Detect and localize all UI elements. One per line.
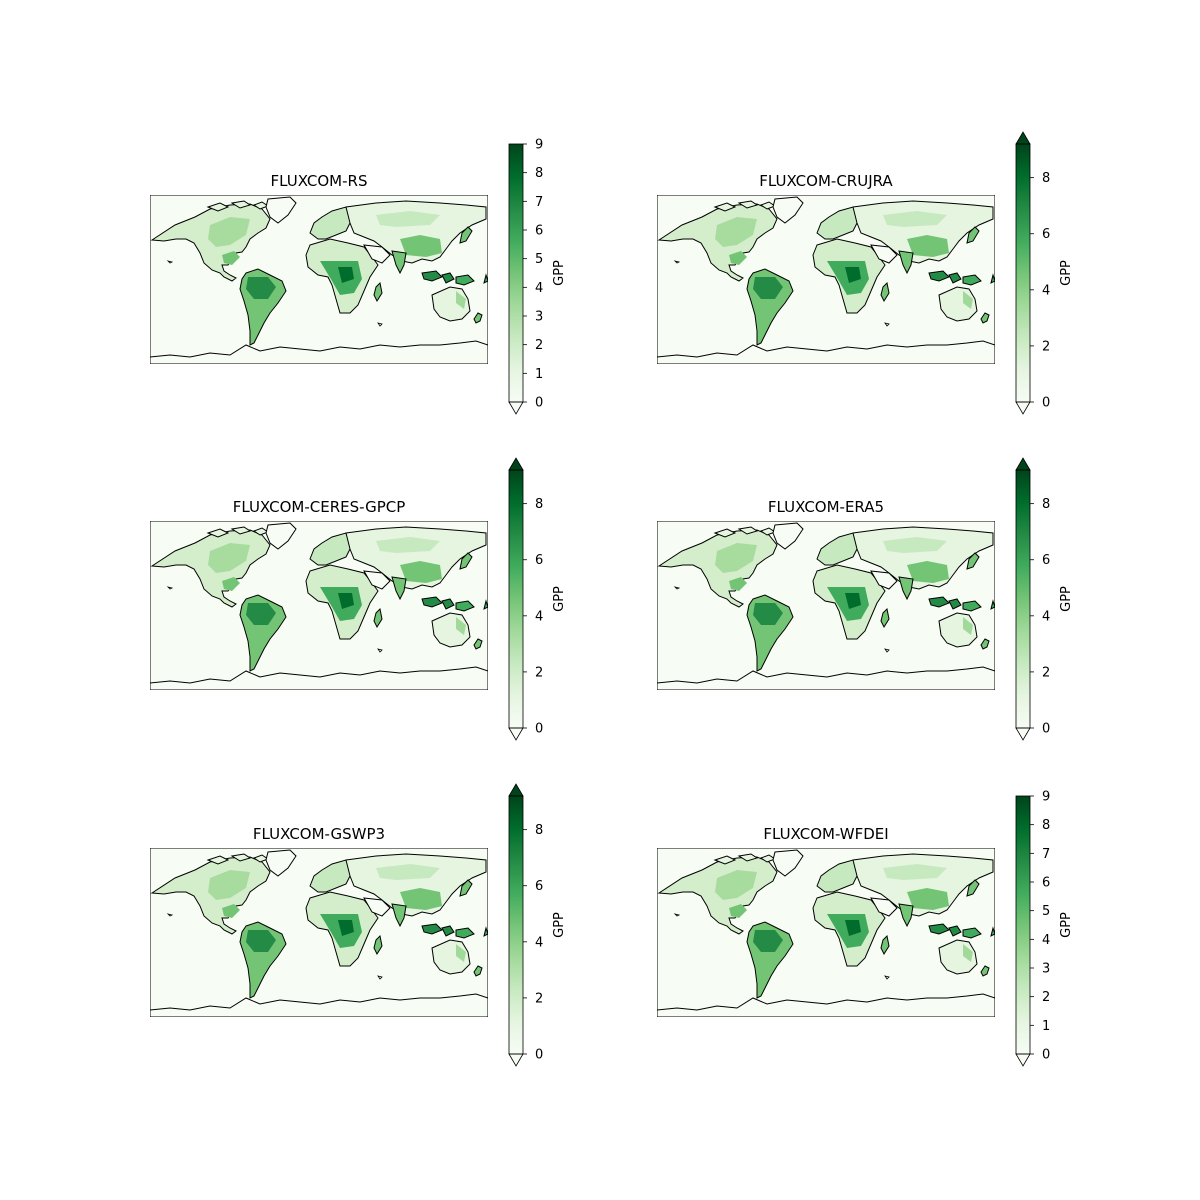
colorbar-min-arrow	[1015, 401, 1031, 415]
map-panel-fluxcom-crujra: FLUXCOM-CRUJRA	[657, 172, 995, 364]
colorbar-tick-label: 4	[535, 609, 543, 624]
colorbar-max-arrow	[1015, 131, 1031, 145]
colorbar-tick-label: 5	[535, 252, 543, 267]
colorbar-tick-label: 2	[1042, 990, 1050, 1005]
colorbar-tick-label: 8	[1042, 497, 1050, 512]
colorbar-label: GPP	[1059, 260, 1074, 286]
colorbar-tick-label: 2	[535, 338, 543, 353]
colorbar-fill	[509, 796, 523, 1054]
colorbar: 0 2 4 6 8 GPP	[1015, 457, 1074, 741]
world-map	[150, 195, 488, 364]
colorbar: 0 2 4 6 8 GPP	[508, 783, 567, 1067]
colorbar-tick-label: 1	[535, 367, 543, 382]
colorbar-tick-label: 6	[535, 879, 543, 894]
colorbar-fill	[1016, 470, 1030, 728]
colorbar-tick-label: 4	[1042, 609, 1050, 624]
colorbar-tick-label: 7	[1042, 847, 1050, 862]
colorbar-tick-label: 8	[1042, 818, 1050, 833]
colorbar-tick-label: 0	[535, 396, 543, 411]
colorbar-max-arrow	[508, 783, 524, 797]
colorbar-min-arrow	[1015, 727, 1031, 741]
colorbar-min-arrow	[508, 727, 524, 741]
colorbar-tick-label: 4	[1042, 933, 1050, 948]
world-map	[657, 848, 995, 1017]
panel-title: FLUXCOM-ERA5	[768, 498, 884, 516]
colorbar-fill	[1016, 144, 1030, 402]
colorbar: 0 2 4 6 8 GPP	[508, 457, 567, 741]
colorbar-frame	[1015, 795, 1031, 1055]
world-map	[657, 521, 995, 690]
colorbar-max-arrow	[1015, 457, 1031, 471]
colorbar-tick-label: 3	[535, 310, 543, 325]
colorbar-tick-label: 8	[535, 166, 543, 181]
colorbar-frame	[1015, 143, 1031, 403]
colorbar-min-arrow	[508, 1053, 524, 1067]
colorbar: 0 2 4 6 8 GPP	[1015, 131, 1074, 415]
colorbar-frame	[508, 795, 524, 1055]
colorbar-frame	[508, 143, 524, 403]
panel-title: FLUXCOM-CERES-GPCP	[233, 498, 406, 516]
colorbar-tick-label: 1	[1042, 1019, 1050, 1034]
map-panel-fluxcom-wfdei: FLUXCOM-WFDEI	[657, 825, 995, 1017]
colorbar-tick-label: 2	[535, 665, 543, 680]
colorbar-label: GPP	[552, 912, 567, 938]
map-panel-fluxcom-era5: FLUXCOM-ERA5	[657, 498, 995, 690]
world-map	[657, 195, 995, 364]
colorbar-tick-label: 9	[1042, 790, 1050, 805]
world-map	[150, 521, 488, 690]
colorbar-min-arrow	[508, 401, 524, 415]
colorbar-tick-label: 8	[535, 497, 543, 512]
panel-title: FLUXCOM-GSWP3	[253, 825, 385, 843]
colorbar-tick-label: 9	[535, 138, 543, 153]
colorbar-tick-label: 3	[1042, 962, 1050, 977]
panel-title: FLUXCOM-CRUJRA	[759, 172, 893, 190]
colorbar-min-arrow	[1015, 1053, 1031, 1067]
colorbar-tick-label: 0	[1042, 1048, 1050, 1063]
panel-title: FLUXCOM-RS	[271, 172, 368, 190]
colorbar-tick-label: 2	[1042, 665, 1050, 680]
colorbar-tick-label: 4	[1042, 283, 1050, 298]
colorbar-label: GPP	[552, 260, 567, 286]
colorbar-tick-label: 6	[1042, 227, 1050, 242]
colorbar: 0 1 2 3 4 5 6 7 8 9 GPP	[508, 138, 567, 415]
colorbar-tick-label: 6	[535, 224, 543, 239]
colorbar-tick-label: 0	[1042, 722, 1050, 737]
colorbar-frame	[1015, 469, 1031, 729]
map-panel-fluxcom-ceres-gpcp: FLUXCOM-CERES-GPCP	[150, 498, 488, 690]
colorbar-fill	[1016, 796, 1030, 1054]
panel-title: FLUXCOM-WFDEI	[763, 825, 888, 843]
colorbar-label: GPP	[1059, 586, 1074, 612]
map-panel-fluxcom-rs: FLUXCOM-RS	[150, 172, 488, 364]
colorbar-tick-label: 7	[535, 195, 543, 210]
colorbar-fill	[509, 144, 523, 402]
colorbar-tick-label: 8	[1042, 171, 1050, 186]
colorbar-tick-label: 6	[1042, 876, 1050, 891]
map-panel-fluxcom-gswp3: FLUXCOM-GSWP3	[150, 825, 488, 1017]
colorbar-tick-label: 4	[535, 281, 543, 296]
colorbar-tick-label: 0	[535, 722, 543, 737]
colorbar-label: GPP	[552, 586, 567, 612]
colorbar: 0 1 2 3 4 5 6 7 8 9 GPP	[1015, 790, 1074, 1067]
colorbar-tick-label: 5	[1042, 904, 1050, 919]
colorbar-tick-label: 6	[1042, 553, 1050, 568]
colorbar-tick-label: 4	[535, 935, 543, 950]
colorbar-tick-label: 0	[535, 1048, 543, 1063]
colorbar-tick-label: 2	[535, 991, 543, 1006]
colorbar-max-arrow	[508, 457, 524, 471]
colorbar-frame	[508, 469, 524, 729]
world-map	[150, 848, 488, 1017]
colorbar-label: GPP	[1059, 912, 1074, 938]
colorbar-tick-label: 0	[1042, 396, 1050, 411]
colorbar-tick-label: 2	[1042, 339, 1050, 354]
colorbar-fill	[509, 470, 523, 728]
colorbar-tick-label: 6	[535, 553, 543, 568]
colorbar-tick-label: 8	[535, 823, 543, 838]
